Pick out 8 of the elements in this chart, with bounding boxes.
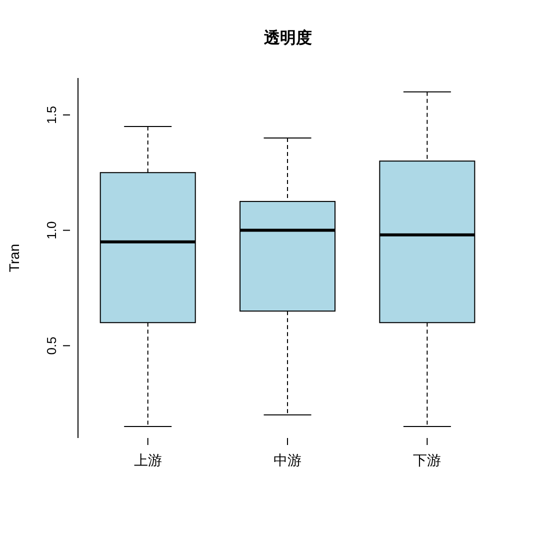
x-tick-label: 中游: [274, 452, 302, 468]
y-tick-label: 1.0: [44, 221, 59, 240]
x-tick-label: 上游: [134, 452, 162, 468]
y-axis-title: Tran: [6, 244, 22, 272]
x-tick-label: 下游: [413, 452, 442, 468]
y-tick-label: 0.5: [44, 336, 59, 355]
y-tick-label: 1.5: [44, 106, 59, 124]
chart-title: 透明度: [263, 28, 313, 49]
